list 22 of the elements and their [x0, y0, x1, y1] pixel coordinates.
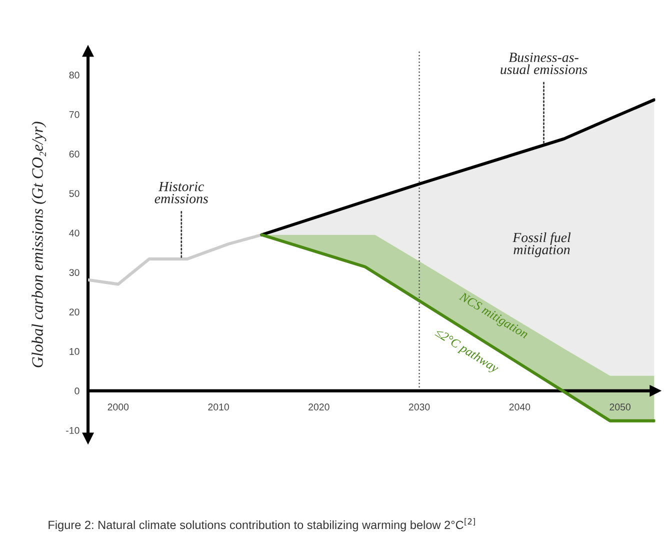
annotation: Historic emissions — [154, 182, 208, 204]
caption: Figure 2: Natural climate solutions contribution to stabilizing warming below 2°C$^{[2]}$ — [48, 518, 475, 532]
y-tick-label: 70 — [69, 111, 80, 118]
annotation: Business-as- usual emissions — [500, 52, 588, 74]
x-tick-label: 2020 — [308, 404, 330, 410]
y-tick-label: 30 — [69, 269, 80, 276]
y-tick-label: 20 — [69, 308, 80, 316]
y-tick-label: 40 — [69, 230, 80, 236]
y-tick-label: 60 — [69, 150, 80, 158]
y-axis-title: Global carbon emissions (Gt CO₂e/yr) — [32, 122, 46, 368]
x-tick-label: 2010 — [208, 404, 229, 410]
y-tick-label: -10 — [66, 427, 80, 434]
x-tick-label: 2030 — [408, 404, 430, 410]
y-tick-label: 10 — [70, 348, 80, 355]
y-tick-label: 80 — [69, 72, 80, 79]
line-series — [88, 233, 264, 286]
x-tick-label: 2040 — [509, 404, 530, 410]
annotation: Fossil fuel mitigation — [512, 232, 571, 258]
x-tick-label: 2050 — [610, 404, 630, 410]
x-tick-label: 2000 — [108, 404, 129, 410]
y-tick-label: 0 — [74, 388, 80, 394]
y-tick-label: 50 — [69, 190, 80, 197]
